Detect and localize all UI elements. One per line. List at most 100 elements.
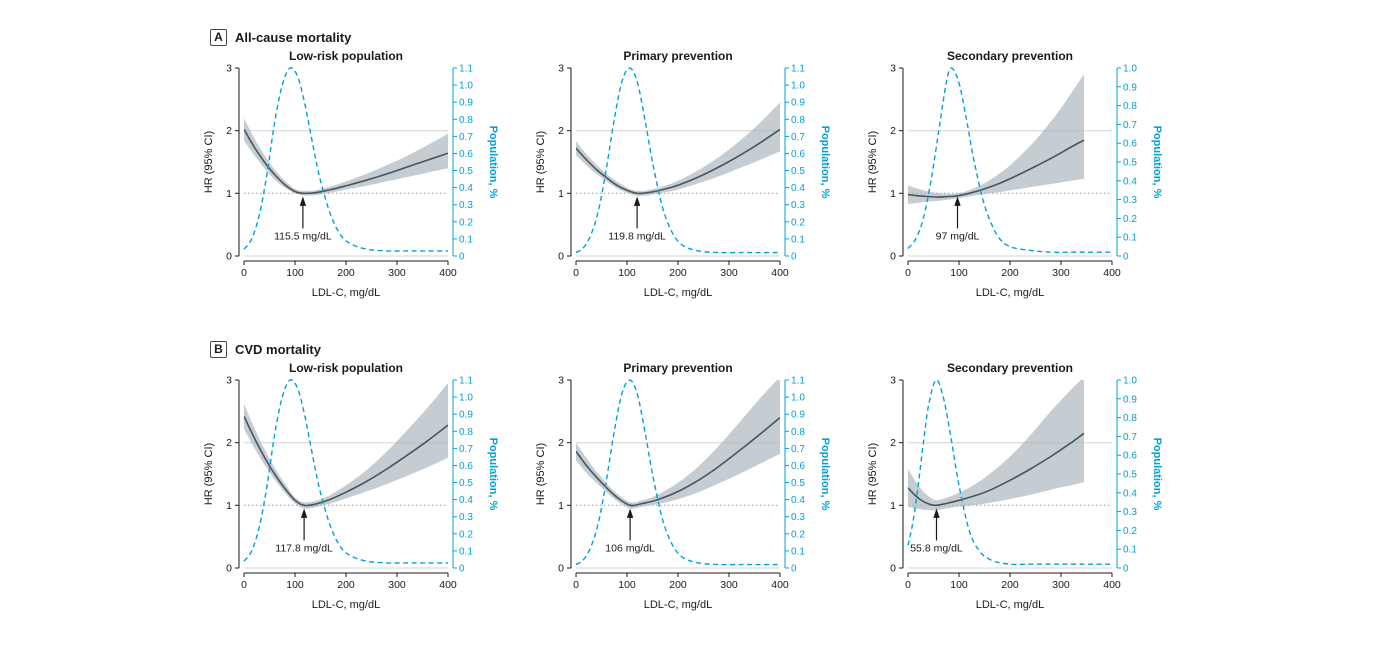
right-tick-label: 0.6 xyxy=(459,149,473,160)
y-axis-label-right: Population, % xyxy=(487,438,499,511)
right-tick-label: 1.1 xyxy=(791,376,805,387)
nadir-annotation: 97 mg/dL xyxy=(936,196,980,243)
right-tick-label: 1.1 xyxy=(791,64,805,75)
x-tick-label: 200 xyxy=(337,579,355,591)
left-tick-label: 3 xyxy=(890,375,896,387)
left-axis: 0 1 2 3 xyxy=(558,375,572,575)
left-tick-label: 3 xyxy=(558,375,564,387)
ci-band xyxy=(908,380,1084,511)
x-tick-label: 400 xyxy=(439,579,457,591)
right-tick-label: 1.0 xyxy=(1123,64,1137,75)
left-tick-label: 0 xyxy=(890,563,896,575)
x-tick-label: 300 xyxy=(720,579,738,591)
left-tick-label: 2 xyxy=(890,437,896,449)
arrow-up-icon xyxy=(633,196,641,206)
panel-a-title: All-cause mortality xyxy=(235,29,352,45)
x-tick-label: 100 xyxy=(618,579,636,591)
right-tick-label: 0.5 xyxy=(791,166,805,177)
gridlines xyxy=(576,130,780,257)
right-tick-label: 0.5 xyxy=(1123,470,1137,481)
right-tick-label: 0.7 xyxy=(459,132,473,143)
right-tick-label: 0.8 xyxy=(459,427,473,438)
right-tick-label: 0.5 xyxy=(459,478,473,489)
nadir-label: 97 mg/dL xyxy=(936,231,980,243)
hr-curve xyxy=(908,432,1085,507)
y-axis-label-right: Population, % xyxy=(487,126,499,199)
x-tick-label: 200 xyxy=(669,267,687,279)
y-axis-label-left: HR (95% CI) xyxy=(535,131,547,193)
right-tick-label: 0.1 xyxy=(459,546,473,557)
left-tick-label: 2 xyxy=(558,437,564,449)
x-tick-label: 100 xyxy=(950,579,968,591)
right-tick-label: 1.0 xyxy=(791,81,805,92)
right-tick-label: 0.2 xyxy=(459,217,473,228)
right-tick-label: 0.3 xyxy=(459,200,473,211)
x-tick-label: 0 xyxy=(241,267,247,279)
bottom-axis: 0 100 200 300 400 xyxy=(241,572,457,591)
nadir-label: 117.8 mg/dL xyxy=(275,543,333,555)
right-tick-label: 0.4 xyxy=(1123,176,1137,187)
left-tick-label: 0 xyxy=(558,251,564,263)
population-curve xyxy=(575,67,780,254)
x-axis-label: LDL-C, mg/dL xyxy=(976,287,1044,299)
nadir-label: 119.8 mg/dL xyxy=(608,231,666,243)
x-tick-label: 300 xyxy=(1052,579,1070,591)
right-tick-label: 0.8 xyxy=(791,427,805,438)
panel-b-letter-badge: B xyxy=(210,340,227,358)
y-axis-label-left: HR (95% CI) xyxy=(535,443,547,505)
panel-a-charts-row: 0 1 2 3 0 100 200 300 400 0 0.1 0.2 0.3 0.4 0.5 0.6 0.7 0… xyxy=(198,50,1182,302)
x-tick-label: 400 xyxy=(771,267,789,279)
left-tick-label: 2 xyxy=(226,437,232,449)
right-tick-label: 0.7 xyxy=(791,444,805,455)
right-axis: 0 0.1 0.2 0.3 0.4 0.5 0.6 0.7 0.8 0.9 1.0 1.1 xyxy=(784,376,805,575)
x-tick-label: 0 xyxy=(905,579,911,591)
y-axis-label-right: Population, % xyxy=(1151,126,1163,199)
chart-title: Low-risk population xyxy=(289,50,403,63)
right-tick-label: 0.9 xyxy=(791,98,805,109)
right-tick-label: 0.1 xyxy=(459,234,473,245)
right-tick-label: 0.2 xyxy=(791,529,805,540)
x-tick-label: 0 xyxy=(573,267,579,279)
right-tick-label: 0 xyxy=(791,564,797,575)
x-tick-label: 200 xyxy=(337,267,355,279)
x-tick-label: 400 xyxy=(439,267,457,279)
x-axis-label: LDL-C, mg/dL xyxy=(644,599,712,611)
right-tick-label: 0.6 xyxy=(1123,451,1137,462)
right-tick-label: 0 xyxy=(791,252,797,263)
y-axis-label-left: HR (95% CI) xyxy=(203,443,215,505)
right-tick-label: 0.9 xyxy=(791,410,805,421)
left-tick-label: 3 xyxy=(890,63,896,75)
right-tick-label: 0.3 xyxy=(791,200,805,211)
right-axis: 0 0.1 0.2 0.3 0.4 0.5 0.6 0.7 0.8 0.9 1.0 1.1 xyxy=(784,64,805,263)
left-tick-label: 3 xyxy=(226,63,232,75)
bottom-axis: 0 100 200 300 400 xyxy=(241,260,457,279)
right-tick-label: 1.1 xyxy=(459,376,473,387)
right-tick-label: 0.2 xyxy=(459,529,473,540)
population-curve xyxy=(575,379,780,566)
right-tick-label: 0.3 xyxy=(791,512,805,523)
x-tick-label: 0 xyxy=(241,579,247,591)
ci-band xyxy=(244,383,448,509)
right-tick-label: 0.6 xyxy=(459,461,473,472)
left-tick-label: 1 xyxy=(558,188,564,200)
arrow-up-icon xyxy=(626,508,634,518)
right-tick-label: 0.3 xyxy=(1123,195,1137,206)
figure-root: A All-cause mortality 0 1 2 3 0 100 200 300 400 0… xyxy=(198,0,1182,614)
bottom-axis: 0 100 200 300 400 xyxy=(905,572,1121,591)
x-axis-label: LDL-C, mg/dL xyxy=(312,287,380,299)
ci-band xyxy=(244,118,448,196)
right-tick-label: 0.8 xyxy=(1123,413,1137,424)
right-axis: 0 0.1 0.2 0.3 0.4 0.5 0.6 0.7 0.8 0.9 1.0 1.1 xyxy=(452,376,473,575)
left-axis: 0 1 2 3 xyxy=(890,63,904,263)
right-tick-label: 0.4 xyxy=(459,495,473,506)
nadir-annotation: 119.8 mg/dL xyxy=(608,196,666,243)
nadir-annotation: 115.5 mg/dL xyxy=(274,196,332,243)
x-axis-label: LDL-C, mg/dL xyxy=(976,599,1044,611)
right-tick-label: 1.1 xyxy=(459,64,473,75)
chart-title: Secondary prevention xyxy=(947,362,1073,375)
right-tick-label: 1.0 xyxy=(1123,376,1137,387)
right-tick-label: 1.0 xyxy=(791,393,805,404)
